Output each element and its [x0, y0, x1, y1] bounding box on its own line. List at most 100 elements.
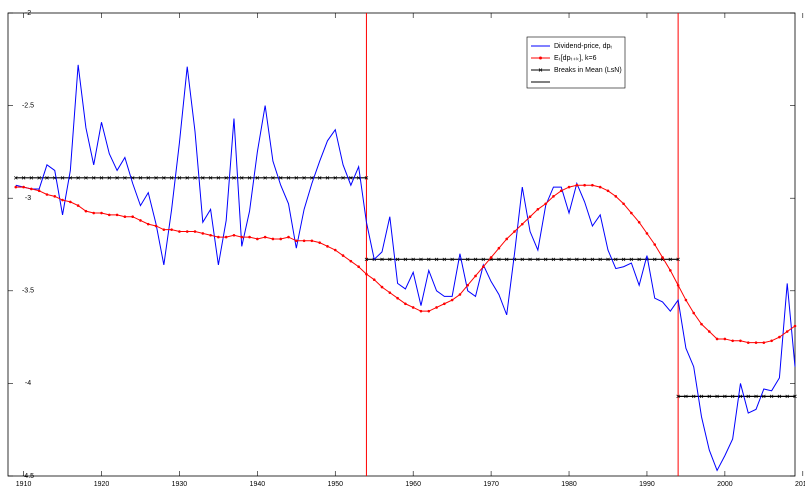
point [427, 309, 431, 313]
mean-marker [676, 257, 680, 262]
mean-marker [668, 257, 673, 262]
x-tick-label: 2010 [795, 481, 805, 488]
mean-marker [341, 176, 345, 180]
mean-marker [278, 176, 283, 180]
point [295, 239, 298, 243]
point [349, 259, 353, 263]
mean-marker [169, 176, 174, 180]
point [131, 215, 134, 219]
mean-marker [364, 257, 369, 262]
point [598, 185, 602, 189]
point [778, 335, 781, 339]
point [528, 215, 532, 219]
legend-marker [538, 68, 543, 72]
x-tick-label: 1960 [405, 481, 421, 488]
point [302, 239, 306, 243]
point [53, 195, 57, 198]
point [69, 200, 72, 204]
mean-marker [777, 394, 782, 399]
mean-marker [333, 176, 338, 180]
point [404, 302, 407, 306]
point [754, 341, 758, 344]
mean-marker [793, 394, 797, 399]
y-tick-label: -4.5 [22, 473, 34, 480]
x-tick-label: 1990 [639, 481, 655, 488]
legend-label: Breaks in Mean (LsN) [554, 67, 622, 74]
mean-marker [154, 176, 158, 180]
point [505, 237, 508, 241]
point [333, 248, 337, 252]
mean-marker [146, 176, 151, 180]
series-line [15, 64, 796, 472]
mean-marker [746, 394, 750, 399]
point [146, 222, 150, 226]
mean-marker [419, 257, 423, 262]
mean-marker [84, 176, 88, 180]
mean-marker [621, 257, 626, 262]
mean-marker [177, 176, 182, 180]
legend-label: Dividend-price, dpₜ [554, 43, 612, 50]
point [443, 302, 446, 306]
mean-marker [162, 176, 166, 180]
mean-marker [107, 176, 112, 180]
point [224, 235, 228, 239]
point [489, 256, 493, 259]
x-tick-label: 1940 [250, 481, 266, 488]
point [84, 209, 88, 213]
mean-marker [193, 176, 197, 180]
point [630, 211, 633, 215]
mean-marker [224, 176, 228, 180]
x-tick-label: 2000 [717, 481, 733, 488]
point [115, 213, 119, 217]
point [497, 246, 501, 250]
point [92, 211, 96, 215]
point [107, 213, 111, 217]
mean-marker [123, 176, 127, 180]
mean-marker [247, 176, 252, 180]
mean-marker [699, 394, 704, 399]
legend-marker [539, 56, 542, 60]
mean-marker [427, 257, 431, 262]
mean-marker [45, 176, 49, 180]
point [248, 235, 251, 239]
mean-marker [567, 257, 571, 262]
mean-marker [520, 257, 525, 262]
point [474, 274, 477, 278]
mean-marker [785, 394, 789, 399]
point [450, 298, 454, 302]
point [552, 195, 555, 198]
point [232, 233, 236, 237]
mean-marker [286, 176, 291, 180]
mean-marker [715, 394, 719, 399]
mean-marker [216, 176, 221, 180]
point [762, 341, 766, 344]
mean-marker [582, 257, 587, 262]
point [139, 219, 142, 222]
point [287, 235, 290, 239]
mean-marker [232, 176, 236, 180]
point [240, 235, 244, 239]
point [217, 235, 220, 239]
point [154, 224, 158, 228]
point [279, 237, 283, 241]
point [669, 269, 672, 272]
mean-marker [442, 257, 447, 262]
mean-marker [310, 176, 314, 180]
point [793, 324, 797, 328]
point [544, 202, 547, 206]
mean-marker [115, 176, 119, 180]
x-tick-label: 1920 [94, 481, 110, 488]
mean-marker [723, 394, 727, 399]
mean-marker [637, 257, 641, 262]
point [61, 198, 64, 202]
point [591, 183, 594, 187]
mean-marker [536, 257, 540, 262]
y-tick-label: -3.5 [22, 288, 34, 295]
mean-marker [395, 257, 400, 262]
point [380, 285, 384, 289]
mean-marker [317, 176, 322, 180]
mean-marker [504, 257, 509, 262]
point [707, 330, 711, 333]
x-tick-label: 1970 [483, 481, 499, 488]
mean-marker [388, 257, 392, 262]
